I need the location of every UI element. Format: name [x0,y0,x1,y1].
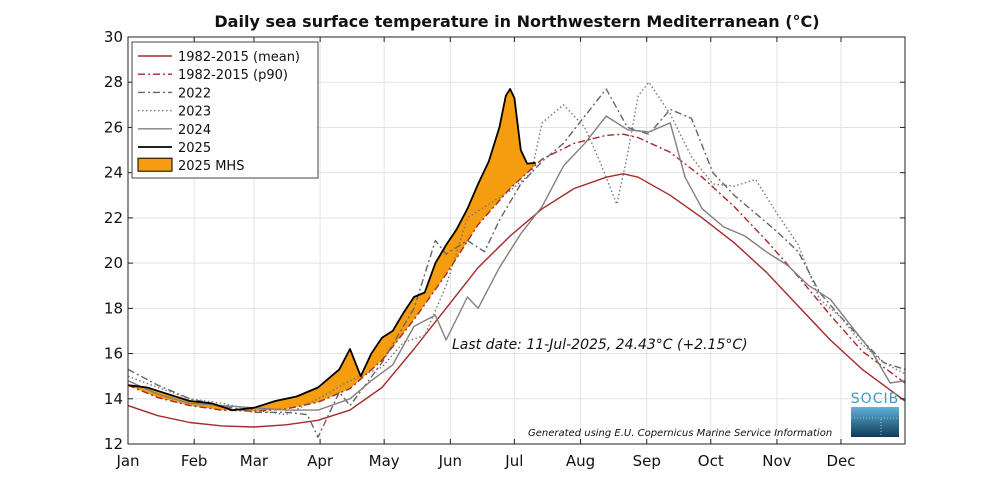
x-tick-label: Dec [826,452,855,470]
series-line-2023 [127,81,906,416]
legend-label: 2023 [178,105,211,120]
series-line-1982-2015-mean- [127,173,906,428]
x-tick-label: Sep [633,452,661,470]
y-tick-label: 28 [104,73,123,91]
x-tick-label: Jan [115,452,139,470]
x-tick-label: Aug [566,452,595,470]
legend-label: 2024 [178,123,211,138]
x-tick-label: Mar [240,452,269,470]
y-tick-label: 18 [104,299,123,317]
series-lines [127,81,906,438]
legend-label: 2025 MHS [178,159,244,174]
series-line-2025 [127,88,536,412]
y-tick-label: 26 [104,118,123,136]
copernicus-credit: Generated using E.U. Copernicus Marine S… [528,428,832,439]
mhs-area [129,89,536,412]
legend-label: 1982-2015 (p90) [178,68,288,83]
y-tick-label: 16 [104,345,123,363]
x-tick-label: Feb [181,452,208,470]
y-tick-label: 20 [104,254,123,272]
y-tick-label: 22 [104,209,123,227]
legend-label: 1982-2015 (mean) [178,50,300,65]
legend: 1982-2015 (mean) 1982-2015 (p90) 2022 2023 2… [131,41,319,179]
y-tick-label: 24 [104,164,123,182]
y-tick-label: 14 [104,390,123,408]
x-tick-label: Oct [698,452,724,470]
series-line-2022 [127,88,906,438]
mhs-fill [129,89,536,412]
socib-logo-mark [851,407,899,437]
x-tick-label: Nov [762,452,791,470]
series-line-2024 [127,115,906,411]
socib-logo: SOCIB [851,391,899,437]
socib-logo-text: SOCIB [851,391,899,407]
x-tick-label: Apr [307,452,334,470]
y-tick-label: 12 [104,435,123,453]
chart-title: Daily sea surface temperature in Northwe… [214,12,819,31]
x-axis: Jan Feb Mar Apr May Jun Jul Aug Sep Oct Nov Dec [115,37,855,470]
y-tick-label: 30 [104,28,123,46]
plot-frame [127,36,906,445]
last-date-annotation: Last date: 11-Jul-2025, 24.43°C (+2.15°C… [452,337,748,353]
x-tick-label: Jun [438,452,462,470]
legend-label: 2025 [178,141,211,156]
legend-swatch [137,157,173,172]
legend-label: 2022 [178,86,211,101]
x-tick-label: May [369,452,400,470]
x-tick-label: Jul [504,452,523,470]
